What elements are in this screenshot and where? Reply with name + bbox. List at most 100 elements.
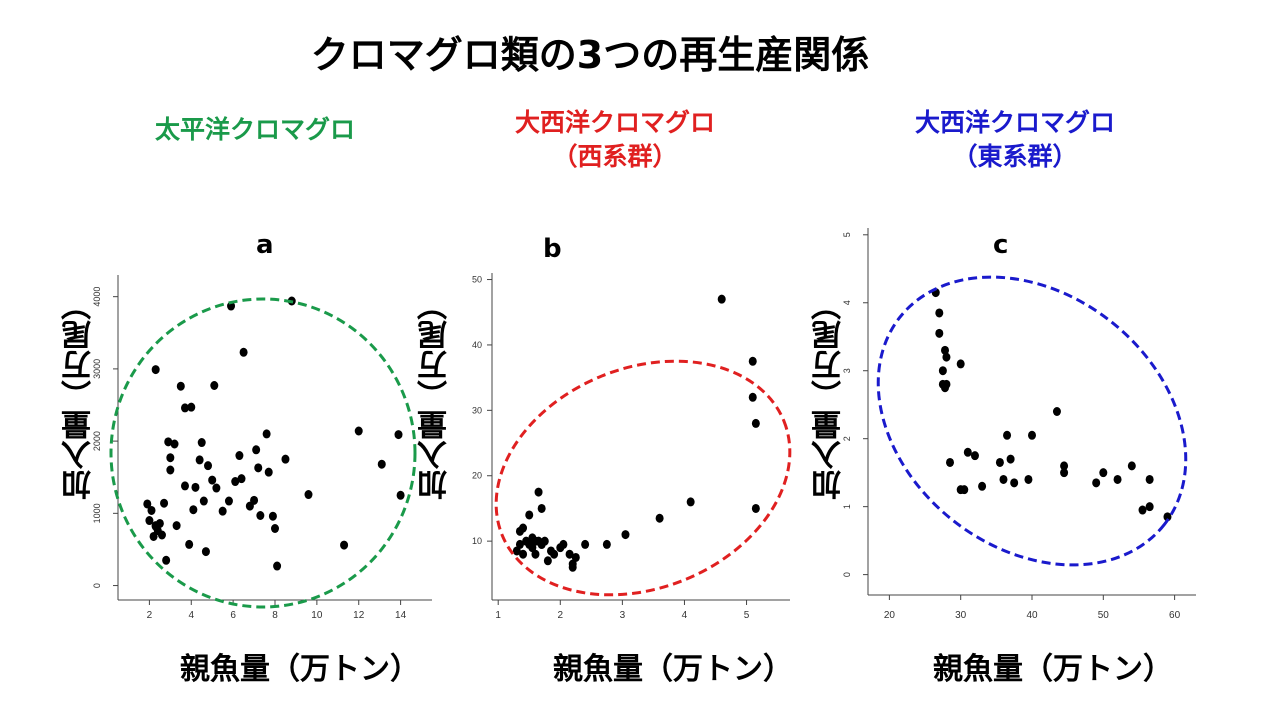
data-point-c: [1003, 430, 1012, 440]
y-tick-label-b: 20: [472, 471, 482, 481]
highlight-ellipse-b: [494, 359, 792, 597]
data-point-c: [978, 481, 987, 491]
x-tick-label-c: 40: [1026, 610, 1038, 621]
x-tick-label-c: 20: [884, 610, 896, 621]
x-axis-label-a: 親魚量（万トン）: [180, 652, 420, 687]
data-point-c: [970, 451, 979, 461]
y-tick-label-a: 2000: [92, 431, 102, 451]
y-tick-label-c: 4: [842, 300, 852, 305]
data-point-b: [748, 392, 757, 402]
group-label-line2: （東系群）: [952, 142, 1078, 171]
group-label-line1: 太平洋クロマグロ: [154, 115, 355, 144]
data-point-c: [942, 352, 951, 362]
y-tick-label-c: 2: [842, 436, 852, 441]
data-point-b: [581, 539, 590, 549]
data-point-a: [160, 498, 169, 508]
group-label-line1: 大西洋クロマグロ: [914, 108, 1115, 137]
data-point-b: [717, 294, 726, 304]
data-point-b: [519, 523, 528, 533]
data-point-b: [686, 497, 695, 507]
data-point-a: [166, 453, 175, 463]
data-point-a: [151, 521, 160, 531]
data-point-a: [281, 454, 290, 464]
data-point-a: [264, 467, 273, 477]
data-point-a: [252, 445, 261, 455]
x-tick-label-a: 10: [311, 610, 323, 621]
x-tick-label-b: 1: [495, 610, 501, 621]
x-tick-label-b: 2: [558, 610, 564, 621]
data-point-c: [1028, 430, 1036, 440]
panel-letter-a: a: [256, 230, 274, 260]
data-point-a: [189, 505, 198, 515]
data-point-a: [208, 475, 217, 485]
data-point-c: [956, 485, 965, 495]
data-point-a: [180, 403, 189, 413]
data-point-c: [1060, 461, 1069, 471]
data-point-a: [235, 451, 244, 461]
x-axis-label-c: 親魚量（万トン）: [933, 652, 1173, 687]
y-tick-label-c: 5: [842, 232, 852, 237]
data-point-a: [145, 516, 154, 526]
data-point-c: [999, 474, 1008, 484]
data-point-c: [1024, 474, 1033, 484]
data-point-a: [185, 539, 194, 549]
data-point-b: [550, 549, 559, 559]
data-point-b: [534, 487, 543, 497]
data-point-a: [187, 402, 196, 412]
x-tick-label-b: 5: [744, 610, 750, 621]
y-tick-label-a: 0: [92, 583, 102, 588]
data-point-c: [1145, 474, 1154, 484]
data-point-b: [528, 543, 537, 553]
data-point-c: [1145, 502, 1154, 512]
data-point-a: [143, 499, 152, 509]
data-point-a: [197, 438, 206, 448]
data-point-a: [210, 381, 219, 390]
data-point-c: [1092, 478, 1101, 488]
data-point-c: [935, 308, 944, 318]
data-point-a: [164, 437, 173, 447]
y-tick-label-b: 30: [472, 405, 482, 415]
data-point-a: [204, 461, 213, 471]
data-point-b: [519, 549, 528, 559]
data-point-b: [751, 503, 760, 513]
data-point-c: [1052, 407, 1061, 416]
panel-letter-b: b: [543, 234, 562, 264]
data-point-c: [1138, 505, 1147, 515]
data-point-b: [655, 513, 664, 523]
x-tick-label-a: 14: [395, 610, 407, 621]
data-point-c: [942, 379, 951, 389]
x-tick-label-a: 2: [147, 610, 153, 621]
data-point-a: [172, 521, 181, 531]
data-point-c: [963, 447, 972, 457]
x-tick-label-c: 50: [1098, 610, 1110, 621]
highlight-ellipse-a: [109, 297, 417, 609]
x-tick-label-b: 4: [682, 610, 688, 621]
data-point-a: [340, 540, 349, 550]
data-point-a: [147, 505, 156, 515]
data-point-c: [956, 359, 965, 369]
data-point-a: [237, 474, 246, 484]
data-point-b: [512, 546, 521, 556]
data-point-b: [568, 562, 577, 572]
data-point-a: [224, 496, 233, 506]
group-label-line2: （西系群）: [552, 142, 678, 171]
group-label-pacific: 太平洋クロマグロ: [100, 113, 410, 147]
page-title: クロマグロ類の3つの再生産関係: [310, 33, 870, 77]
data-point-a: [377, 459, 386, 469]
x-axis-label-b: 親魚量（万トン）: [553, 652, 793, 687]
data-point-b: [543, 556, 552, 566]
data-point-c: [938, 366, 947, 376]
data-point-a: [273, 561, 282, 571]
data-point-a: [268, 511, 277, 521]
data-point-c: [1006, 454, 1015, 464]
data-point-a: [212, 483, 221, 493]
data-point-b: [565, 549, 574, 559]
y-tick-label-a: 1000: [92, 503, 102, 523]
y-tick-label-c: 1: [842, 504, 852, 509]
y-tick-label-a: 3000: [92, 359, 102, 379]
data-point-c: [1010, 478, 1019, 488]
y-tick-label-b: 10: [472, 536, 482, 546]
data-point-a: [231, 477, 240, 487]
data-point-a: [201, 547, 210, 557]
